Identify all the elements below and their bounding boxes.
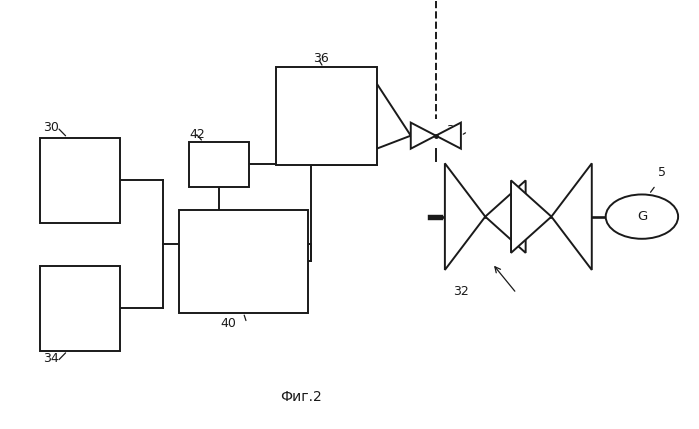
Text: G: G [637, 210, 647, 223]
Polygon shape [485, 181, 526, 253]
Polygon shape [445, 163, 485, 270]
Text: 5: 5 [658, 166, 666, 179]
Text: 36: 36 [313, 52, 329, 65]
Bar [40, 138, 120, 223]
Polygon shape [511, 181, 552, 253]
Bar [276, 67, 377, 166]
Bar [40, 266, 120, 351]
Text: 40: 40 [221, 317, 236, 330]
Text: 30: 30 [43, 121, 59, 134]
Text: 34: 34 [43, 351, 59, 365]
Text: 38: 38 [445, 124, 461, 137]
Polygon shape [436, 123, 461, 149]
Text: Фиг.2: Фиг.2 [280, 390, 322, 404]
Text: 42: 42 [189, 128, 205, 141]
Polygon shape [411, 123, 436, 149]
Text: 32: 32 [453, 285, 469, 299]
Polygon shape [552, 163, 592, 270]
Circle shape [606, 194, 678, 239]
Bar [189, 142, 249, 187]
Bar [179, 210, 308, 313]
